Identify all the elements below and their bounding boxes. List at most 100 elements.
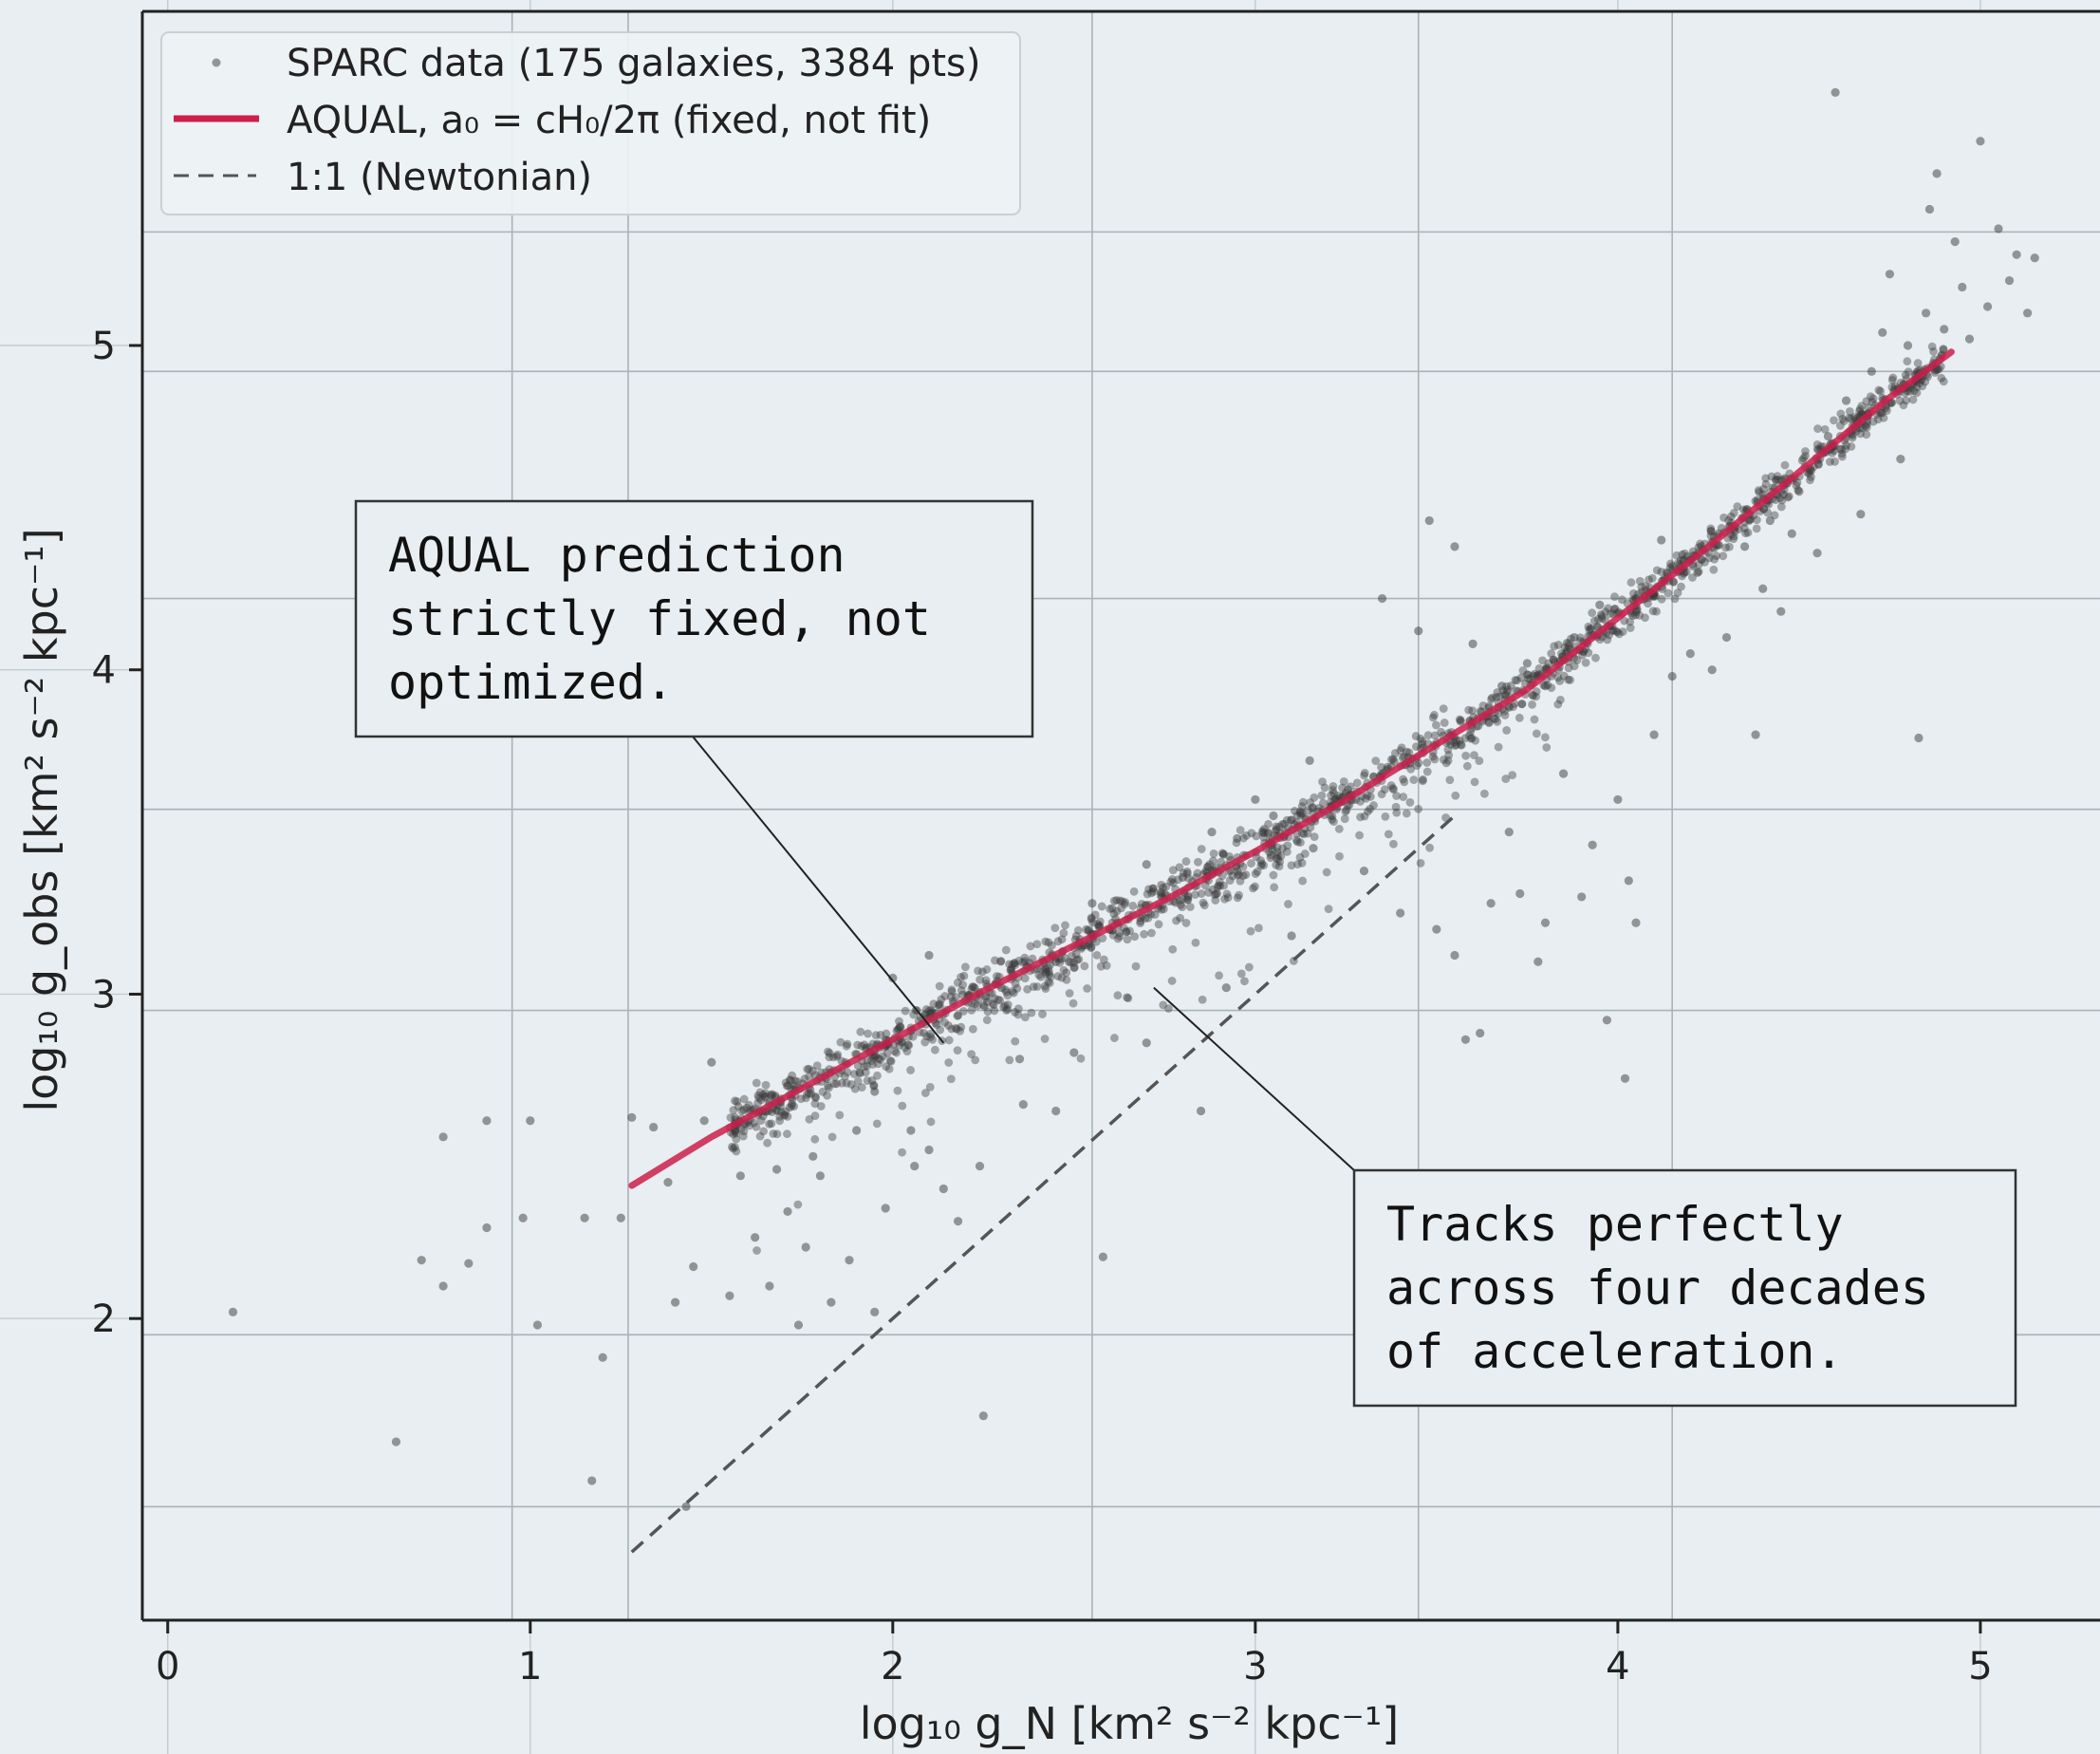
data-point bbox=[916, 1013, 925, 1022]
data-point bbox=[1269, 870, 1278, 880]
data-point bbox=[1492, 693, 1501, 701]
data-point bbox=[1194, 857, 1202, 867]
data-point bbox=[1412, 742, 1421, 751]
data-point bbox=[1549, 655, 1558, 664]
data-point bbox=[1706, 526, 1716, 535]
data-point bbox=[996, 957, 1006, 965]
data-point bbox=[1210, 890, 1219, 900]
data-point bbox=[1847, 414, 1855, 423]
data-point bbox=[750, 1118, 758, 1128]
data-point bbox=[1430, 710, 1439, 719]
data-point bbox=[1523, 670, 1533, 680]
data-point bbox=[983, 998, 992, 1006]
data-point bbox=[971, 999, 979, 1008]
data-point bbox=[1087, 914, 1096, 924]
data-point bbox=[1238, 862, 1248, 871]
data-point bbox=[1334, 791, 1343, 800]
data-point bbox=[833, 1050, 843, 1059]
data-point bbox=[1264, 819, 1273, 829]
data-point bbox=[818, 1087, 827, 1096]
data-point bbox=[1929, 347, 1938, 356]
data-point bbox=[1341, 807, 1350, 816]
data-point bbox=[1259, 832, 1268, 842]
data-point bbox=[1051, 957, 1061, 966]
data-point bbox=[1264, 828, 1273, 837]
data-point bbox=[843, 1068, 852, 1077]
data-point bbox=[991, 956, 999, 965]
data-point bbox=[1040, 981, 1050, 991]
data-point bbox=[869, 1080, 879, 1090]
data-point bbox=[1610, 592, 1619, 602]
data-point bbox=[1109, 909, 1119, 919]
data-point bbox=[867, 1075, 877, 1085]
data-point bbox=[1272, 822, 1281, 831]
data-point bbox=[1059, 928, 1069, 938]
data-point bbox=[1479, 789, 1489, 798]
data-point bbox=[1422, 758, 1432, 767]
data-point bbox=[1228, 871, 1237, 881]
data-point bbox=[1221, 983, 1231, 993]
data-point bbox=[1265, 848, 1273, 857]
data-point bbox=[1456, 716, 1465, 725]
data-point bbox=[951, 1023, 960, 1033]
data-point bbox=[1493, 688, 1502, 697]
data-point bbox=[1581, 658, 1590, 667]
data-point bbox=[828, 1053, 838, 1062]
data-point bbox=[1360, 771, 1368, 780]
data-point bbox=[1236, 876, 1245, 886]
data-point bbox=[1767, 472, 1776, 481]
data-point bbox=[1493, 717, 1502, 726]
data-point bbox=[807, 1090, 816, 1098]
data-point bbox=[1450, 737, 1459, 747]
data-point bbox=[1849, 412, 1859, 421]
data-point bbox=[1740, 542, 1750, 551]
data-point bbox=[1693, 568, 1702, 577]
data-point bbox=[1067, 958, 1075, 967]
data-point bbox=[1899, 401, 1908, 410]
x-tick-label: 3 bbox=[1243, 1645, 1267, 1689]
aqual-line bbox=[628, 348, 1955, 1189]
data-point bbox=[1136, 917, 1145, 925]
data-point bbox=[1918, 382, 1927, 391]
data-point bbox=[860, 1062, 869, 1072]
data-point bbox=[1207, 827, 1217, 837]
data-point bbox=[1142, 1038, 1151, 1048]
data-point bbox=[1544, 659, 1553, 668]
data-point bbox=[1814, 460, 1823, 469]
data-point bbox=[1183, 892, 1193, 902]
data-point bbox=[1087, 942, 1096, 952]
x-tick-label: 4 bbox=[1606, 1645, 1629, 1689]
data-point bbox=[587, 1476, 597, 1485]
data-point bbox=[895, 1040, 904, 1050]
data-point bbox=[1090, 910, 1100, 920]
data-point bbox=[974, 966, 982, 976]
data-point bbox=[1322, 868, 1331, 877]
data-point bbox=[1939, 377, 1948, 386]
data-point bbox=[1665, 563, 1675, 572]
data-point bbox=[1356, 812, 1365, 822]
data-point bbox=[1168, 866, 1178, 875]
data-point bbox=[1055, 958, 1065, 967]
data-point bbox=[1685, 649, 1695, 659]
data-point bbox=[1823, 432, 1833, 441]
data-point bbox=[1743, 528, 1753, 537]
data-point bbox=[1857, 401, 1867, 411]
data-point bbox=[898, 1101, 907, 1110]
data-point bbox=[731, 1112, 739, 1122]
data-point bbox=[1047, 941, 1056, 950]
data-point bbox=[1309, 803, 1317, 812]
data-point bbox=[1858, 423, 1868, 433]
data-point bbox=[1172, 916, 1180, 925]
data-point bbox=[1868, 417, 1878, 426]
data-point bbox=[1251, 794, 1260, 805]
data-point bbox=[1801, 451, 1810, 460]
data-point bbox=[2012, 250, 2021, 259]
data-point bbox=[768, 1108, 777, 1117]
data-point bbox=[1087, 913, 1096, 923]
data-point bbox=[1540, 918, 1551, 927]
data-point bbox=[1027, 1008, 1036, 1017]
data-point bbox=[1118, 897, 1126, 906]
data-point bbox=[1181, 857, 1191, 866]
data-point bbox=[532, 1320, 543, 1330]
data-point bbox=[1647, 573, 1657, 583]
